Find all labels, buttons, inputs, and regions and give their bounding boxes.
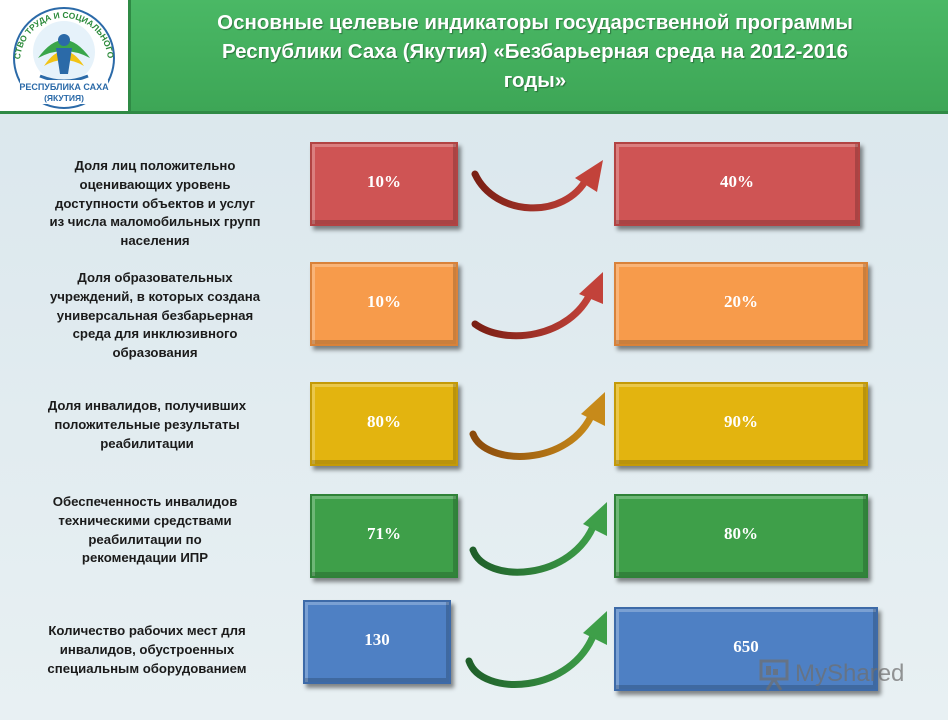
start-value-box-4: 71%	[310, 494, 458, 578]
target-value: 80%	[724, 524, 758, 543]
start-value: 80%	[367, 412, 401, 431]
start-value: 10%	[367, 292, 401, 311]
target-value-box-3: 90%	[614, 382, 868, 466]
target-value-box-1: 40%	[614, 142, 860, 226]
header-banner: МИНИСТЕРСТВО ТРУДА И СОЦИАЛЬНОГО РАЗВИТИ…	[0, 0, 948, 114]
label-line: техническими средствами	[58, 512, 232, 528]
watermark: MyShared	[757, 655, 927, 695]
target-value-box-2: 20%	[614, 262, 868, 346]
label-line: населения	[120, 233, 190, 249]
indicator-label-3: Доля инвалидов, получивших положительные…	[20, 397, 274, 453]
ministry-emblem-icon: МИНИСТЕРСТВО ТРУДА И СОЦИАЛЬНОГО РАЗВИТИ…	[0, 0, 116, 109]
page-title: Основные целевые индикаторы государствен…	[140, 8, 930, 95]
label-line: инвалидов, обустроенных	[59, 641, 235, 657]
label-line: рекомендации ИПР	[81, 550, 209, 566]
growth-arrow-icon	[471, 272, 603, 340]
watermark-text: MyShared	[795, 660, 905, 687]
growth-arrow-icon	[465, 611, 607, 688]
target-value: 90%	[724, 412, 758, 431]
label-line: Обеспеченность инвалидов	[52, 494, 238, 509]
target-value: 20%	[724, 292, 758, 311]
label-line: универсальная безбарьерная	[56, 307, 254, 323]
start-value: 71%	[367, 524, 401, 543]
label-line: Доля инвалидов, получивших	[47, 398, 247, 413]
label-line: учреждений, в которых создана	[49, 288, 261, 304]
label-line: доступности объектов и услуг	[55, 195, 255, 211]
label-line: реабилитации	[100, 435, 194, 451]
logo-republic-text: РЕСПУБЛИКА САХА	[19, 82, 109, 92]
growth-arrow-icon	[471, 160, 603, 212]
presentation-board-icon	[759, 659, 789, 691]
start-value-box-5: 130	[303, 600, 451, 684]
start-value: 10%	[367, 172, 401, 191]
growth-arrow-icon	[469, 392, 605, 460]
indicator-label-5: Количество рабочих мест для инвалидов, о…	[20, 622, 274, 678]
label-line: Количество рабочих мест для	[48, 623, 246, 638]
label-line: образования	[112, 345, 198, 361]
logo-yakutia-text: (ЯКУТИЯ)	[44, 93, 84, 103]
indicator-label-2: Доля образовательных учреждений, в котор…	[20, 269, 290, 363]
label-line: положительные результаты	[54, 416, 240, 432]
title-line-1: Основные целевые индикаторы государствен…	[217, 11, 853, 34]
label-line: из числа маломобильных групп	[49, 214, 261, 230]
title-line-3: годы»	[503, 69, 567, 92]
growth-arrow-icon	[469, 502, 607, 576]
label-line: оценивающих уровень	[79, 176, 231, 192]
label-line: специальным оборудованием	[47, 660, 247, 676]
target-value: 40%	[720, 172, 754, 191]
ministry-logo: МИНИСТЕРСТВО ТРУДА И СОЦИАЛЬНОГО РАЗВИТИ…	[0, 0, 131, 111]
start-value-box-3: 80%	[310, 382, 458, 466]
title-line-2: Республики Саха (Якутия) «Безбарьерная с…	[221, 40, 849, 63]
label-line: Доля образовательных	[77, 270, 233, 285]
label-line: Доля лиц положительно	[74, 158, 236, 173]
start-value: 130	[364, 630, 390, 649]
label-line: среда для инклюзивного	[72, 326, 238, 342]
target-value: 650	[733, 637, 759, 656]
indicator-label-1: Доля лиц положительно оценивающих уровен…	[20, 157, 290, 251]
target-value-box-4: 80%	[614, 494, 868, 578]
indicator-label-4: Обеспеченность инвалидов техническими ср…	[20, 493, 270, 568]
label-line: реабилитации по	[88, 531, 202, 547]
target-value-box-5: 650	[614, 607, 878, 691]
start-value-box-2: 10%	[310, 262, 458, 346]
start-value-box-1: 10%	[310, 142, 458, 226]
